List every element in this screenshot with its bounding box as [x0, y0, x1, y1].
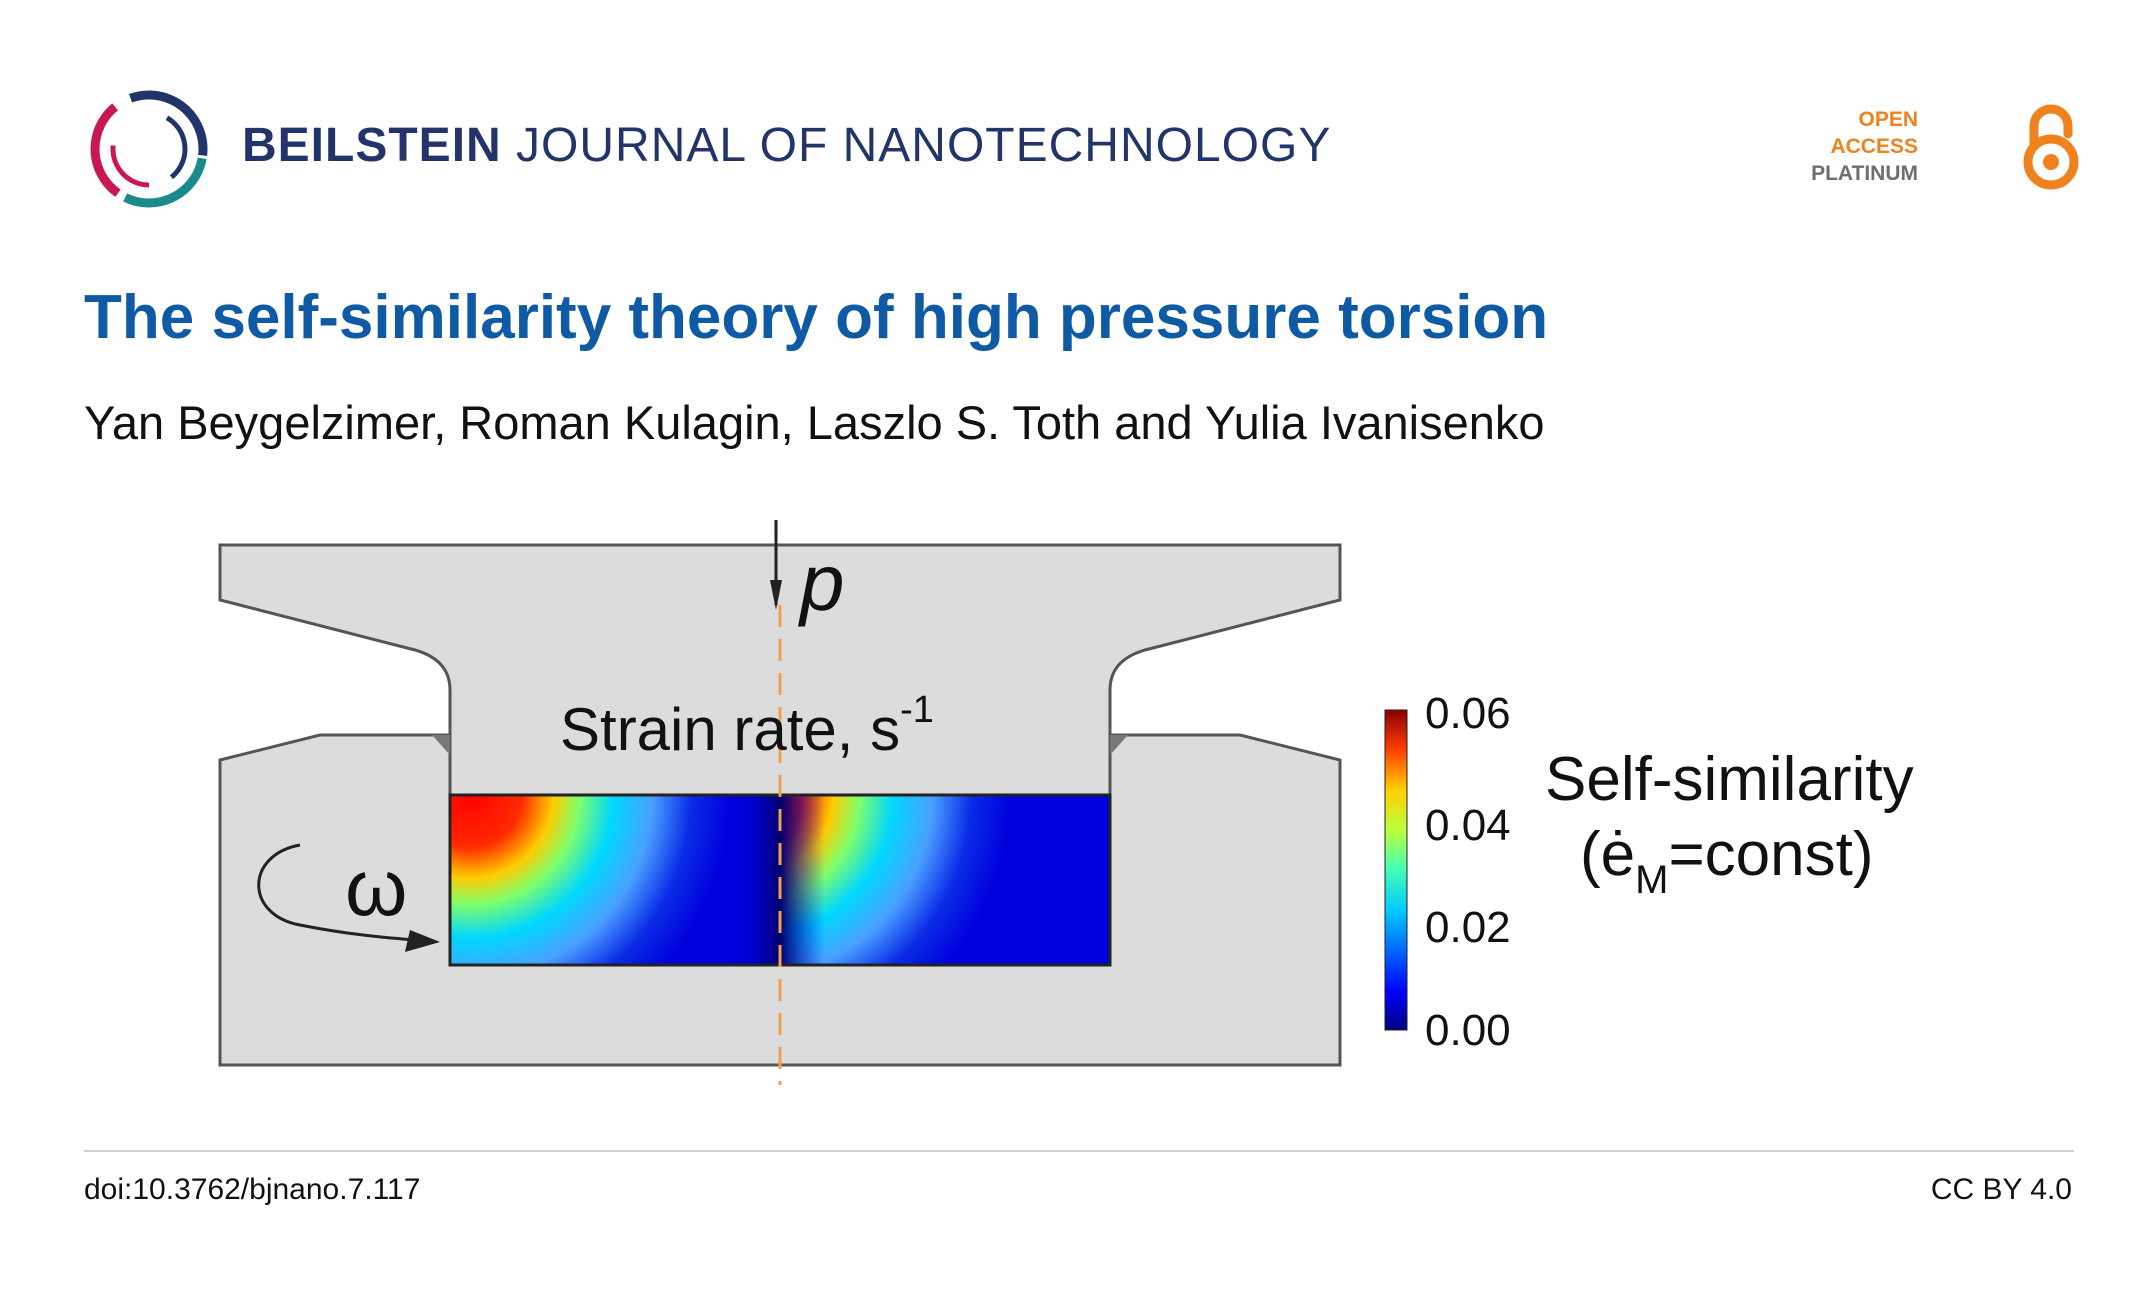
journal-name-bold: BEILSTEIN	[242, 119, 502, 172]
footer-divider	[84, 1150, 2074, 1152]
journal-logo	[90, 90, 208, 208]
oa-access: ACCESS	[1830, 135, 1918, 158]
strain-rate-label: Strain rate, s-1	[560, 689, 934, 763]
article-title: The self-similarity theory of high press…	[84, 283, 1549, 352]
journal-name: BEILSTEIN JOURNAL OF NANOTECHNOLOGY	[242, 118, 1331, 173]
colorbar-tick: 0.06	[1425, 689, 1511, 738]
colorbar-tick: 0.00	[1425, 1006, 1511, 1055]
rotation-arrow	[257, 843, 416, 942]
rotation-label: ω	[345, 843, 407, 932]
strain-rate-field	[448, 793, 1112, 967]
oa-platinum: PLATINUM	[1811, 162, 1918, 185]
colorbar	[1384, 709, 1408, 1031]
oa-open: OPEN	[1858, 108, 1918, 131]
pressure-label: p	[798, 538, 845, 627]
license[interactable]: CC BY 4.0	[1930, 1173, 2072, 1206]
doi[interactable]: doi:10.3762/bjnano.7.117	[84, 1173, 421, 1206]
colorbar-tick: 0.02	[1425, 903, 1511, 952]
hpt-figure: p Strain rate, s-1 ω 0.06 0.04 0.02 0.00…	[218, 520, 1914, 1085]
open-access-lock-icon	[2023, 104, 2079, 190]
journal-name-rest: JOURNAL OF NANOTECHNOLOGY	[501, 119, 1332, 172]
open-access-badge-text: OPEN ACCESS PLATINUM	[1811, 106, 1918, 187]
colorbar-tick: 0.04	[1425, 801, 1511, 850]
model-label-line2: (ėM=const)	[1580, 820, 1874, 902]
model-label-line1: Self-similarity	[1545, 745, 1914, 814]
article-authors: Yan Beygelzimer, Roman Kulagin, Laszlo S…	[84, 396, 1545, 449]
